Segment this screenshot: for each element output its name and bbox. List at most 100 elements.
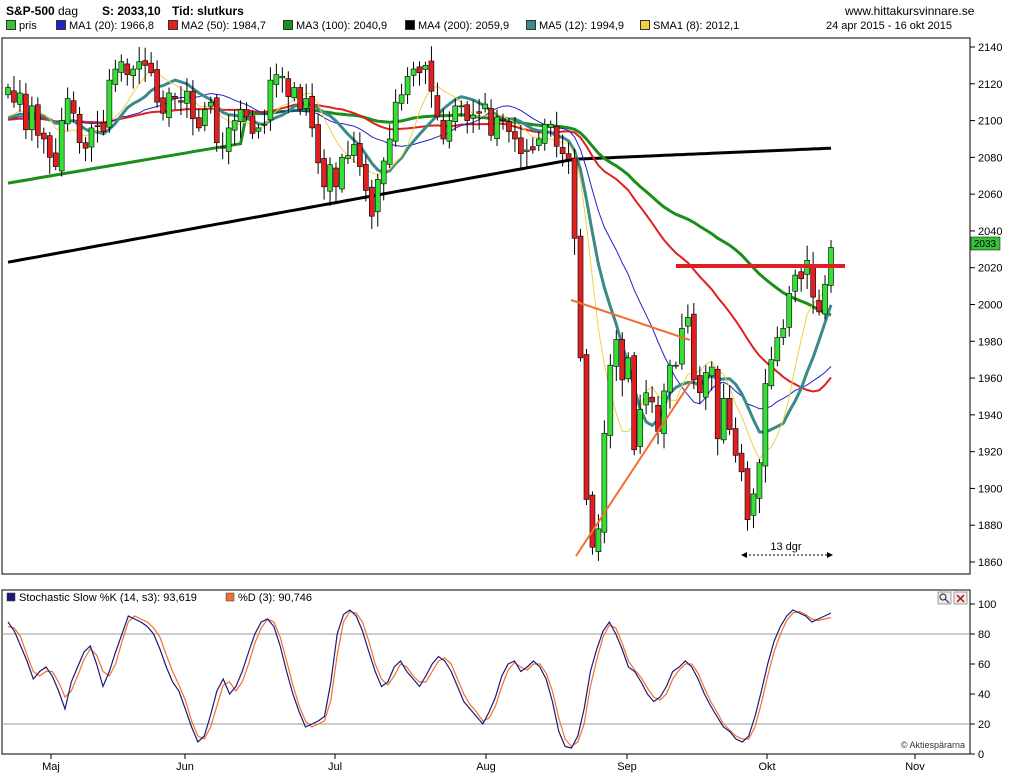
candle-body <box>142 60 148 66</box>
day-count-label: 13 dgr <box>770 541 802 553</box>
legend-swatch-ma3 <box>283 20 293 30</box>
stochastic-lines <box>7 609 832 749</box>
candle-body <box>494 116 500 139</box>
candle-body <box>434 95 441 118</box>
candle-body <box>64 98 71 125</box>
site-label: www.hittakursvinnare.se <box>845 4 975 18</box>
legend-ma2: MA2 (50): 1984,7 <box>168 20 266 32</box>
price-tick-label: 1860 <box>978 557 1002 569</box>
candle-body <box>82 142 89 149</box>
candle-body <box>285 78 292 97</box>
candle-body <box>327 164 333 192</box>
last-price-tag <box>970 236 1001 251</box>
candle-body <box>762 383 769 467</box>
candle-body <box>249 115 256 134</box>
legend-ma3: MA3 (100): 2040,9 <box>283 20 387 32</box>
stoch-k-line <box>7 609 832 749</box>
candle-body <box>11 90 17 103</box>
candle-body <box>124 63 131 75</box>
candle-body <box>202 109 208 127</box>
candle-body <box>720 398 727 441</box>
x-tick-label: Maj <box>42 761 60 773</box>
stoch-tick-label: 40 <box>978 689 990 701</box>
candle-body <box>613 339 620 367</box>
x-tick-label: Jul <box>328 761 342 773</box>
candle-body <box>601 432 608 533</box>
candle-body <box>333 167 339 188</box>
candle-body <box>661 390 667 434</box>
candle-body <box>46 135 53 158</box>
candle-body <box>172 95 178 99</box>
candle-body <box>440 119 447 140</box>
candle-body <box>696 375 703 394</box>
candle-body <box>667 364 673 393</box>
candle-body <box>714 368 721 440</box>
candle-body <box>23 93 29 131</box>
stoch-tick-label: 100 <box>978 599 996 611</box>
candle-body <box>231 120 238 131</box>
legend-pris: pris <box>6 20 37 32</box>
candle-body <box>321 158 327 188</box>
candle-body <box>154 69 160 103</box>
candle-body <box>470 114 476 119</box>
candle-body <box>768 359 775 387</box>
legend-swatch-pris <box>6 20 16 30</box>
price-tick-label: 1880 <box>978 520 1002 532</box>
stoch-d-line <box>7 610 832 748</box>
price-tick-label: 1980 <box>978 336 1002 348</box>
candle-body <box>339 157 345 190</box>
ma50-line <box>7 103 832 393</box>
candle-body <box>744 468 751 520</box>
candle-body <box>559 147 566 154</box>
candle-body <box>70 100 77 114</box>
candle-body <box>255 127 262 132</box>
candle-body <box>708 366 715 377</box>
chart-header: S&P-500 dag S: 2033,10 Tid: slutkurs www… <box>0 0 1012 38</box>
close-panel-button[interactable] <box>953 591 968 605</box>
candle-body <box>52 152 59 167</box>
candle-body <box>17 92 23 105</box>
candle-body <box>368 186 375 217</box>
candle-body <box>416 66 423 74</box>
last-price-tag-label: 2033 <box>974 239 997 250</box>
candle-body <box>219 146 226 149</box>
candle-body <box>553 126 560 147</box>
price-tick-label: 2000 <box>978 300 1002 312</box>
candle-body <box>428 60 435 92</box>
arrow-left-head <box>741 552 747 558</box>
zoom-button[interactable] <box>937 591 952 605</box>
candle-body <box>392 101 399 142</box>
legend-swatch-ma2 <box>168 20 178 30</box>
candle-body <box>130 68 137 76</box>
ma200-line <box>7 146 832 264</box>
candle-body <box>524 149 530 152</box>
stoch-tick-label: 80 <box>978 629 990 641</box>
legend-swatch-sma1 <box>640 20 650 30</box>
candle-body <box>386 138 393 165</box>
candle-body <box>798 271 804 280</box>
candle-body <box>118 61 125 73</box>
legend-ma1: MA1 (20): 1966,8 <box>56 20 154 32</box>
candle-body <box>822 283 828 315</box>
candle-body <box>732 428 739 456</box>
candle-body <box>35 104 41 136</box>
candle-body <box>786 293 793 328</box>
x-tick-label: Aug <box>476 761 496 773</box>
candle-body <box>166 92 172 118</box>
candle-body <box>750 493 757 516</box>
candle-body <box>685 317 691 327</box>
candle-body <box>577 235 584 359</box>
arrow-right-head <box>827 552 833 558</box>
candle-body <box>810 264 816 298</box>
candle-body <box>792 274 799 292</box>
candle-body <box>702 372 709 398</box>
candlesticks <box>5 46 834 561</box>
candle-body <box>774 337 781 362</box>
candle-body <box>488 108 494 136</box>
candle-body <box>207 101 214 107</box>
candle-body <box>357 143 363 167</box>
type-label: Tid: slutkurs <box>172 4 244 18</box>
price-tick-label: 2060 <box>978 189 1002 201</box>
candle-body <box>297 87 304 110</box>
candle-body <box>345 155 351 159</box>
